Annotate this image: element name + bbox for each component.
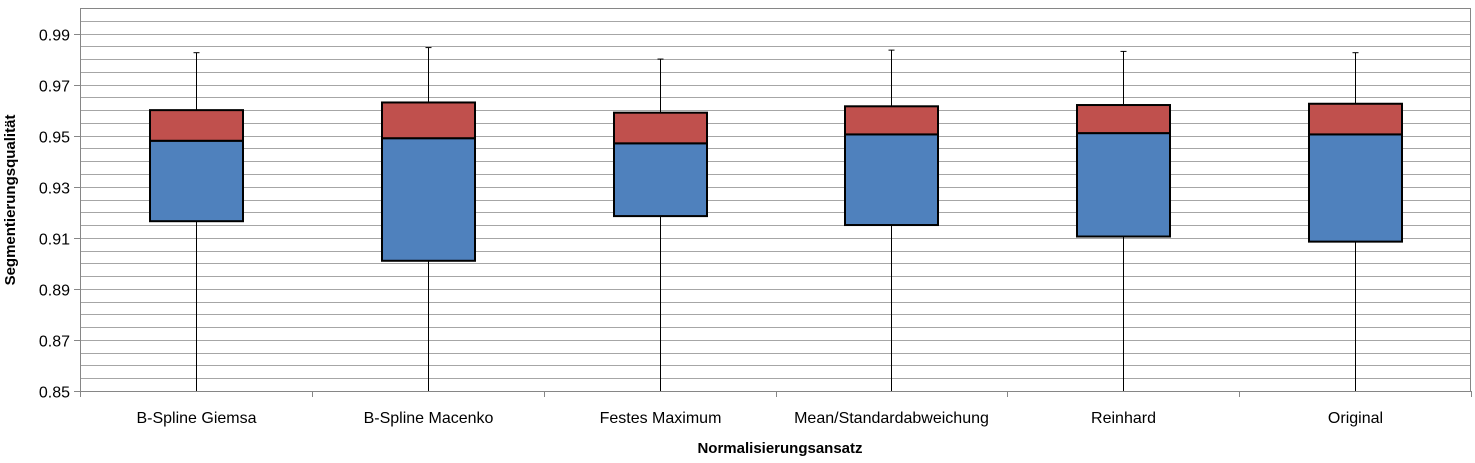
box-upper — [1076, 104, 1171, 135]
box-upper — [381, 101, 476, 140]
y-tick-label: 0.91 — [39, 232, 70, 249]
x-tick-label: B-Spline Macenko — [364, 410, 494, 427]
y-tick-label: 0.89 — [39, 283, 70, 300]
box-lower — [613, 142, 708, 218]
box-lower — [149, 139, 244, 223]
y-tick-label: 0.97 — [39, 79, 70, 96]
x-tick-label: Original — [1328, 410, 1383, 427]
y-tick-label: 0.95 — [39, 130, 70, 147]
y-tick-label: 0.99 — [39, 28, 70, 45]
x-tick-label: Festes Maximum — [600, 410, 722, 427]
gridlines — [80, 8, 1471, 379]
x-axis-title: Normalisierungsansatz — [697, 440, 862, 457]
y-tick-label: 0.93 — [39, 181, 70, 198]
box-upper — [1308, 102, 1403, 136]
box-lower — [381, 137, 476, 262]
box-lower — [1076, 132, 1171, 238]
y-tick-label: 0.87 — [39, 334, 70, 351]
box-series — [149, 47, 1403, 391]
y-tick-label: 0.85 — [39, 385, 70, 402]
box-upper — [613, 111, 708, 145]
box-upper — [149, 109, 244, 142]
x-tick-label: B-Spline Giemsa — [136, 410, 256, 427]
x-tick-label: Mean/Standardabweichung — [794, 410, 989, 427]
box-upper — [844, 105, 939, 136]
box-lower — [1308, 133, 1403, 243]
x-tick-label: Reinhard — [1091, 410, 1156, 427]
axes: 0.85 0.87 0.89 0.91 0.93 0.95 0.97 0.99 B-Spline… — [39, 8, 1472, 427]
box-lower — [844, 133, 939, 227]
y-axis-title: Segmentierungsqualität — [2, 115, 19, 286]
